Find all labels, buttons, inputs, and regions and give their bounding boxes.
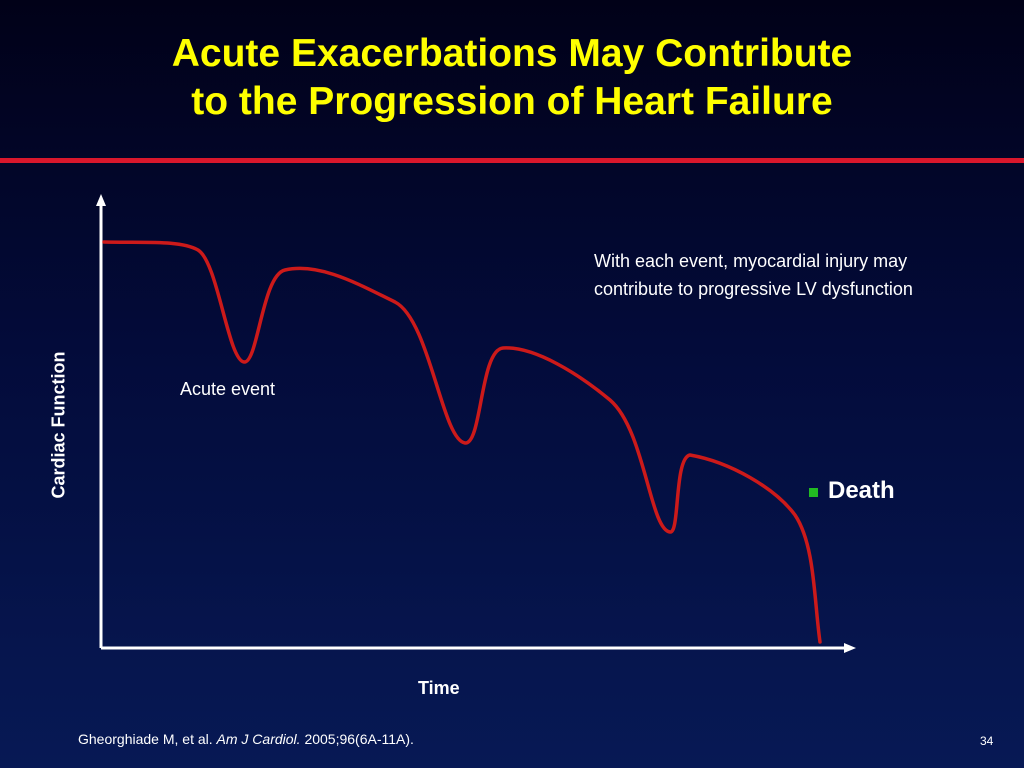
- x-axis-label: Time: [418, 678, 460, 698]
- citation-journal: Am J Cardiol.: [216, 731, 301, 747]
- citation-details: 2005;96(6A-11A).: [304, 731, 414, 747]
- square-bullet-icon: [809, 487, 818, 497]
- y-axis-label: Cardiac Function: [48, 351, 69, 499]
- myocardial-injury-annotation-line-2: contribute to progressive LV dysfunction: [594, 279, 913, 299]
- citation-authors: Gheorghiade M, et al.: [78, 731, 213, 747]
- title-divider: [0, 158, 1024, 163]
- slide-title-line-2: to the Progression of Heart Failure: [191, 80, 833, 123]
- y-axis-arrowhead: [96, 194, 106, 206]
- myocardial-injury-annotation-line-1: With each event, myocardial injury may: [594, 251, 908, 271]
- page-number: 34: [980, 734, 994, 748]
- death-endpoint-label: Death: [809, 477, 895, 505]
- acute-event-annotation: Acute event: [180, 379, 276, 399]
- y-axis: [96, 194, 106, 648]
- cardiac-function-curve: [102, 240, 822, 644]
- x-axis: [101, 643, 856, 653]
- death-text: Death: [828, 477, 895, 504]
- citation: Gheorghiade M, et al. Am J Cardiol. 2005…: [78, 731, 414, 747]
- myocardial-injury-annotation: With each event, myocardial injury may c…: [594, 247, 913, 303]
- x-axis-arrowhead: [844, 643, 856, 653]
- slide-title-line-1: Acute Exacerbations May Contribute: [171, 32, 853, 75]
- slide-title: Acute Exacerbations May Contribute to th…: [0, 30, 1024, 126]
